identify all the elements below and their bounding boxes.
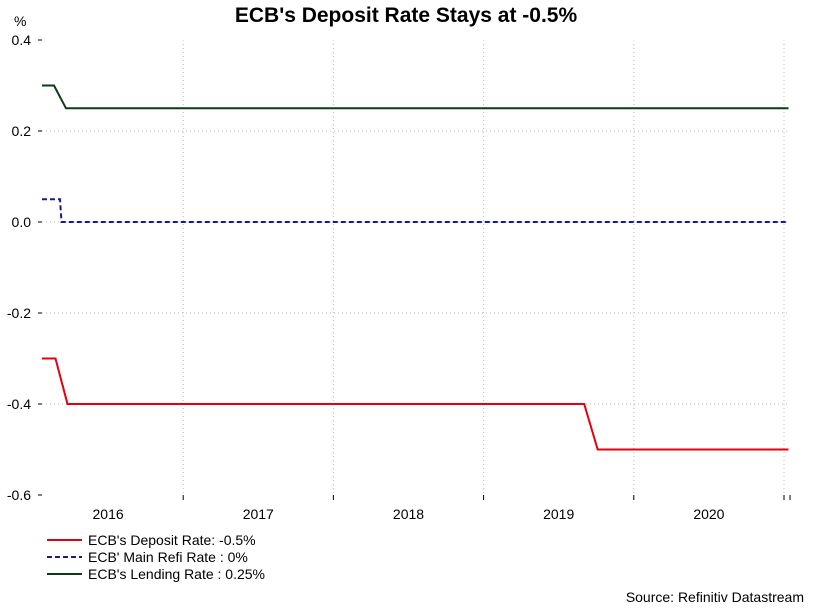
x-tick-label: 2017 [243, 506, 274, 522]
y-tick-label: -0.2 [7, 305, 31, 321]
series-line-3 [42, 84, 789, 110]
x-axis-ticks: 2016 2017 2018 2019 2020 [93, 495, 791, 522]
y-tick-label: -0.6 [7, 487, 31, 503]
x-tick-label: 2018 [393, 506, 424, 522]
series-line-2 [42, 198, 789, 223]
chart-title: ECB's Deposit Rate Stays at -0.5% [235, 4, 578, 27]
series-line-1 [42, 357, 789, 451]
y-tick-label: 0.0 [12, 214, 32, 230]
x-tick-label: 2019 [543, 506, 574, 522]
y-axis-unit-label: % [14, 13, 26, 29]
legend-label-2: ECB' Main Refi Rate : 0% [88, 549, 248, 565]
legend: ECB's Deposit Rate: -0.5%ECB' Main Refi … [47, 532, 265, 582]
legend-label-3: ECB's Lending Rate : 0.25% [88, 566, 265, 582]
series-lines [42, 84, 789, 451]
y-tick-label: 0.4 [12, 32, 32, 48]
y-axis-ticks: 0.4 0.2 0.0 -0.2 -0.4 -0.6 [7, 32, 42, 503]
plot-frame [41, 39, 791, 496]
legend-label-1: ECB's Deposit Rate: -0.5% [88, 532, 256, 548]
x-tick-label: 2016 [93, 506, 124, 522]
y-tick-label: 0.2 [12, 123, 32, 139]
x-tick-label: 2020 [693, 506, 724, 522]
source-note: Source: Refinitiv Datastream [626, 589, 804, 605]
y-tick-label: -0.4 [7, 396, 31, 412]
